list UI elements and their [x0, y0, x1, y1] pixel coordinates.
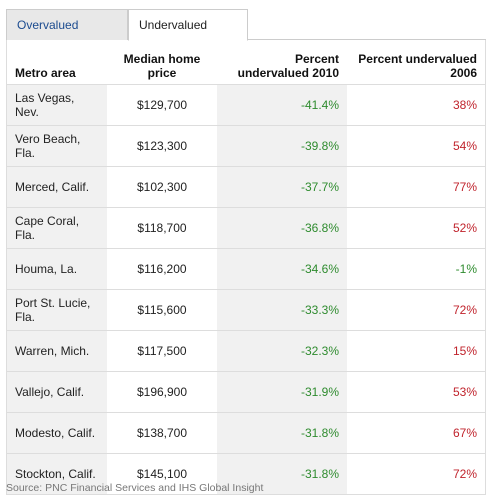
cell-percent-2006: -1%	[347, 248, 485, 290]
cell-metro: Vallejo, Calif.	[7, 371, 107, 413]
cell-percent-2010: -34.6%	[217, 248, 347, 290]
tab-bar: Overvalued Undervalued	[6, 9, 486, 41]
header-metro-area: Metro area	[7, 40, 107, 85]
data-table-container: Metro area Median home price Percent und…	[6, 40, 486, 495]
cell-percent-2006: 77%	[347, 166, 485, 208]
header-percent-2010: Percent undervalued 2010	[217, 40, 347, 85]
tab-undervalued[interactable]: Undervalued	[128, 9, 248, 41]
table-row: Modesto, Calif. $138,700 -31.8% 67%	[7, 412, 485, 454]
cell-median-price: $123,300	[107, 125, 217, 167]
cell-metro: Houma, La.	[7, 248, 107, 290]
cell-percent-2006: 15%	[347, 330, 485, 372]
cell-percent-2006: 52%	[347, 207, 485, 249]
table-row: Vero Beach, Fla. $123,300 -39.8% 54%	[7, 125, 485, 167]
header-percent-2006: Percent undervalued 2006	[347, 40, 485, 85]
cell-median-price: $115,600	[107, 289, 217, 331]
cell-percent-2010: -39.8%	[217, 125, 347, 167]
cell-median-price: $196,900	[107, 371, 217, 413]
cell-median-price: $145,100	[107, 453, 217, 495]
cell-percent-2006: 38%	[347, 84, 485, 126]
table-row: Warren, Mich. $117,500 -32.3% 15%	[7, 330, 485, 372]
cell-percent-2010: -31.8%	[217, 412, 347, 454]
cell-percent-2006: 67%	[347, 412, 485, 454]
cell-metro: Vero Beach, Fla.	[7, 125, 107, 167]
cell-metro: Port St. Lucie, Fla.	[7, 289, 107, 331]
cell-metro: Stockton, Calif.	[7, 453, 107, 495]
cell-metro: Cape Coral, Fla.	[7, 207, 107, 249]
table-row: Las Vegas, Nev. $129,700 -41.4% 38%	[7, 84, 485, 126]
table-row: Port St. Lucie, Fla. $115,600 -33.3% 72%	[7, 289, 485, 331]
cell-percent-2006: 72%	[347, 289, 485, 331]
table-row: Houma, La. $116,200 -34.6% -1%	[7, 248, 485, 290]
cell-percent-2010: -37.7%	[217, 166, 347, 208]
cell-median-price: $138,700	[107, 412, 217, 454]
table-row: Merced, Calif. $102,300 -37.7% 77%	[7, 166, 485, 208]
table-row: Stockton, Calif. $145,100 -31.8% 72%	[7, 453, 485, 495]
cell-percent-2010: -41.4%	[217, 84, 347, 126]
cell-percent-2010: -33.3%	[217, 289, 347, 331]
cell-percent-2010: -32.3%	[217, 330, 347, 372]
cell-percent-2010: -36.8%	[217, 207, 347, 249]
cell-percent-2006: 54%	[347, 125, 485, 167]
cell-metro: Merced, Calif.	[7, 166, 107, 208]
source-note: Source: PNC Financial Services and IHS G…	[6, 482, 264, 494]
cell-median-price: $129,700	[107, 84, 217, 126]
cell-percent-2010: -31.9%	[217, 371, 347, 413]
cell-median-price: $102,300	[107, 166, 217, 208]
cell-metro: Warren, Mich.	[7, 330, 107, 372]
cell-metro: Las Vegas, Nev.	[7, 84, 107, 126]
table-row: Vallejo, Calif. $196,900 -31.9% 53%	[7, 371, 485, 413]
cell-percent-2006: 72%	[347, 453, 485, 495]
table-row: Cape Coral, Fla. $118,700 -36.8% 52%	[7, 207, 485, 249]
table-header-row: Metro area Median home price Percent und…	[7, 40, 485, 85]
header-median-price: Median home price	[107, 40, 217, 85]
undervalued-table: Metro area Median home price Percent und…	[7, 40, 485, 495]
tab-overvalued[interactable]: Overvalued	[6, 9, 128, 40]
cell-median-price: $117,500	[107, 330, 217, 372]
cell-median-price: $116,200	[107, 248, 217, 290]
cell-percent-2010: -31.8%	[217, 453, 347, 495]
cell-metro: Modesto, Calif.	[7, 412, 107, 454]
cell-median-price: $118,700	[107, 207, 217, 249]
cell-percent-2006: 53%	[347, 371, 485, 413]
